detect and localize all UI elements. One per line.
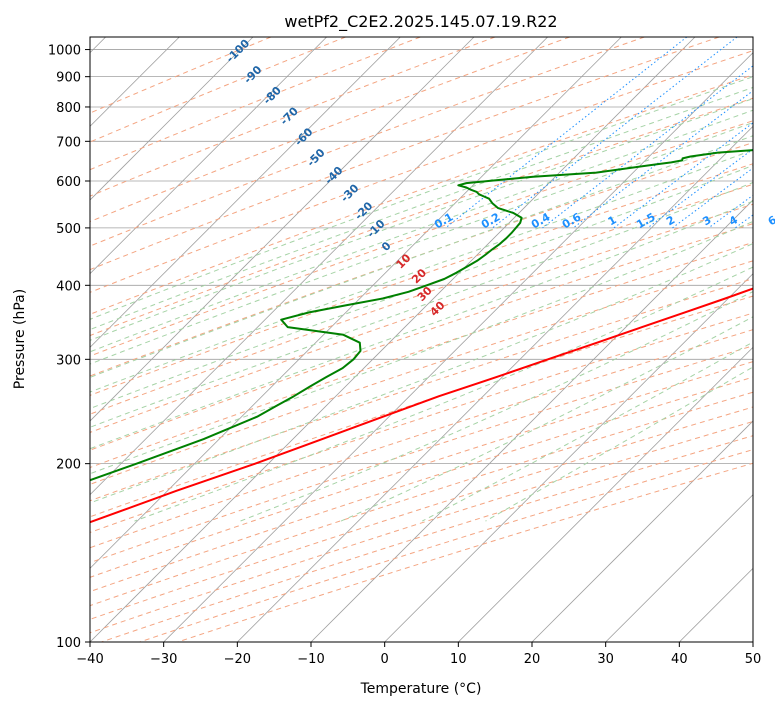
dry-adiabat [177, 462, 753, 642]
mixing-ratio-line [672, 167, 753, 229]
dry-adiabat [90, 223, 753, 451]
moist-adiabat [90, 135, 753, 378]
moist-adiabat [90, 149, 753, 393]
chart-title: wetPf2_C2E2.2025.145.07.19.R22 [284, 12, 557, 32]
y-tick-label: 300 [56, 353, 81, 368]
y-tick-label: 1000 [48, 44, 81, 59]
y-tick-label: 400 [56, 279, 81, 294]
background-lines [90, 37, 753, 642]
plot-frame [89, 36, 754, 643]
isotherm-gridline [90, 37, 696, 642]
y-tick-label: 200 [56, 458, 81, 473]
x-tick-label: 30 [597, 652, 614, 667]
isotherm-gridline [531, 420, 753, 642]
y-axis-title: Pressure (hPa) [12, 289, 28, 389]
dry-adiabat [90, 241, 753, 469]
isotherm-gridline [384, 273, 753, 642]
moist-adiabat [90, 200, 753, 450]
x-tick-label: 40 [671, 652, 688, 667]
x-tick-label: −40 [76, 652, 103, 667]
dry-adiabat [90, 97, 753, 337]
x-tick-label: 50 [745, 652, 762, 667]
dry-adiabat [90, 295, 753, 518]
mixing-ratio-line [542, 65, 753, 229]
x-tick-label: 0 [381, 652, 389, 667]
dewpoint-profile-line [90, 149, 753, 482]
moist-adiabat [240, 291, 753, 522]
moist-adiabat [90, 164, 753, 410]
y-tick-label: 800 [56, 101, 81, 116]
y-tick-label: 500 [56, 222, 81, 237]
x-tick-label: 10 [450, 652, 467, 667]
moist-adiabat [90, 109, 753, 353]
x-tick-label: −10 [297, 652, 324, 667]
isotherm-gridline [90, 37, 475, 422]
dry-adiabat [90, 50, 753, 293]
dry-adiabat [90, 37, 496, 197]
moist-adiabat [90, 242, 753, 504]
isotherm-gridline [90, 37, 622, 569]
dry-adiabat [90, 163, 753, 396]
dry-adiabat [90, 74, 753, 315]
mixing-ratio-line [613, 122, 753, 229]
dry-adiabat [90, 37, 421, 171]
dry-adiabat [90, 142, 753, 377]
isotherm-gridline [163, 52, 753, 642]
isotherm-gridline [90, 37, 548, 496]
y-tick-label: 600 [56, 175, 81, 190]
moist-adiabat [90, 220, 753, 475]
temperature-profile-line [90, 287, 753, 524]
isotherm-gridline [237, 125, 753, 642]
dry-adiabat [90, 420, 753, 634]
y-tick-label: 900 [56, 71, 81, 86]
x-tick-label: −30 [150, 652, 177, 667]
dry-adiabat [90, 312, 753, 533]
series-layer [90, 149, 753, 524]
dry-adiabat [90, 329, 753, 549]
moist-adiabat [90, 122, 753, 365]
plot-background [90, 37, 753, 642]
axes: −40 −30 −20 −10 0 10 20 30 40 50 100 200 300 400 500 60… [48, 44, 761, 667]
y-tick-label: 700 [56, 135, 81, 150]
isotherm-gridline [90, 37, 327, 275]
dry-adiabat [90, 391, 753, 607]
mixing-ratio-line [445, 37, 688, 229]
dry-adiabat [90, 361, 753, 578]
isotherm-gridline [90, 37, 254, 201]
isotherm-gridline [458, 346, 753, 642]
mixing-ratio-label: 6 [766, 213, 775, 228]
x-axis-title: Temperature (°C) [360, 681, 482, 697]
x-tick-label: 20 [524, 652, 541, 667]
y-tick-label: 100 [56, 636, 81, 651]
dry-adiabat [90, 37, 346, 143]
dry-adiabat [101, 435, 753, 642]
x-tick-label: −20 [224, 652, 251, 667]
isotherm-gridline [605, 494, 753, 642]
isotherm-gridline [752, 641, 753, 642]
